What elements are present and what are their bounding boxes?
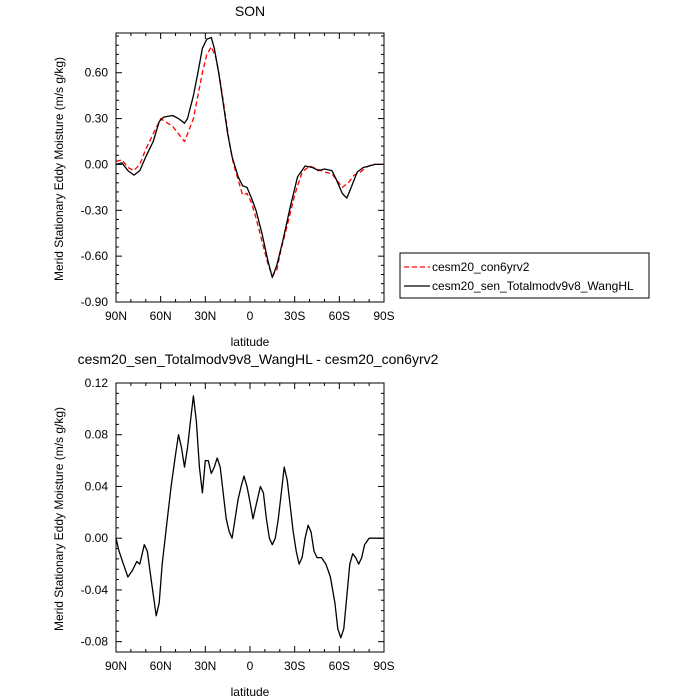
- y-tick-label: 0.04: [85, 479, 109, 493]
- series-line-1: [115, 46, 384, 277]
- x-tick-label: 90S: [373, 309, 394, 323]
- panel-bottom: cesm20_sen_Totalmodv9v8_WangHL - cesm20_…: [52, 351, 439, 699]
- x-tick-label: 90N: [105, 309, 127, 323]
- chart-title: SON: [235, 3, 265, 19]
- y-tick-label: 0.00: [85, 531, 109, 545]
- x-tick-label: 60S: [329, 659, 350, 673]
- chart-title: cesm20_sen_Totalmodv9v8_WangHL - cesm20_…: [78, 351, 439, 367]
- x-tick-label: 90S: [373, 659, 394, 673]
- x-tick-label: 30N: [194, 659, 216, 673]
- y-tick-label: 0.60: [85, 66, 109, 80]
- y-tick-label: 0.08: [85, 428, 109, 442]
- y-tick-label: -0.08: [81, 635, 109, 649]
- x-tick-label: 0: [247, 659, 254, 673]
- y-tick-label: -0.30: [81, 203, 109, 217]
- y-axis-label: Merid Stationary Eddy Moisture (m/s g/kg…: [52, 57, 66, 281]
- top-plot-frame: [115, 32, 385, 303]
- legend-box: [399, 252, 650, 299]
- bottom-tick-labels: 90N 60N 30N 0 30S 60S 90S -0.08 -0.04 0.00 0.04 0.0…: [81, 376, 395, 673]
- y-tick-label: -0.90: [81, 295, 109, 309]
- legend-label-series-1: cesm20_con6yrv2: [432, 260, 530, 274]
- x-tick-label: 30S: [284, 309, 305, 323]
- x-tick-label: 60S: [329, 309, 350, 323]
- x-tick-label: 30N: [194, 309, 216, 323]
- x-tick-label: 60N: [150, 659, 172, 673]
- y-axis-label: Merid Stationary Eddy Moisture (m/s g/kg…: [52, 407, 66, 631]
- y-tick-label: 0.30: [85, 112, 109, 126]
- x-tick-label: 90N: [105, 659, 127, 673]
- top-series: [115, 36, 384, 279]
- y-tick-label: -0.60: [81, 249, 109, 263]
- y-tick-label: 0.12: [85, 376, 109, 390]
- top-tick-labels: 90N 60N 30N 0 30S 60S 90S -0.90 -0.60 -0.30 0.00 0.…: [81, 66, 395, 323]
- y-tick-label: -0.04: [81, 583, 109, 597]
- top-grid-ticks: [115, 33, 385, 303]
- series-line-1: [115, 395, 384, 639]
- legend-label-series-2: cesm20_sen_Totalmodv9v8_WangHL: [432, 279, 634, 293]
- bottom-series: [115, 395, 384, 639]
- series-line-2: [115, 36, 384, 279]
- legend: cesm20_con6yrv2 cesm20_sen_Totalmodv9v8_…: [399, 252, 650, 299]
- panel-top: SON 90N 60N 30N 0 30S 60S 90S -0.90 -0.60 -0.30 0.…: [52, 3, 650, 349]
- x-tick-label: 30S: [284, 659, 305, 673]
- y-tick-label: 0.00: [85, 157, 109, 171]
- x-axis-label: latitude: [231, 685, 270, 699]
- x-tick-label: 60N: [150, 309, 172, 323]
- x-tick-label: 0: [247, 309, 254, 323]
- bottom-plot-frame: [115, 382, 385, 653]
- x-axis-label: latitude: [231, 335, 270, 349]
